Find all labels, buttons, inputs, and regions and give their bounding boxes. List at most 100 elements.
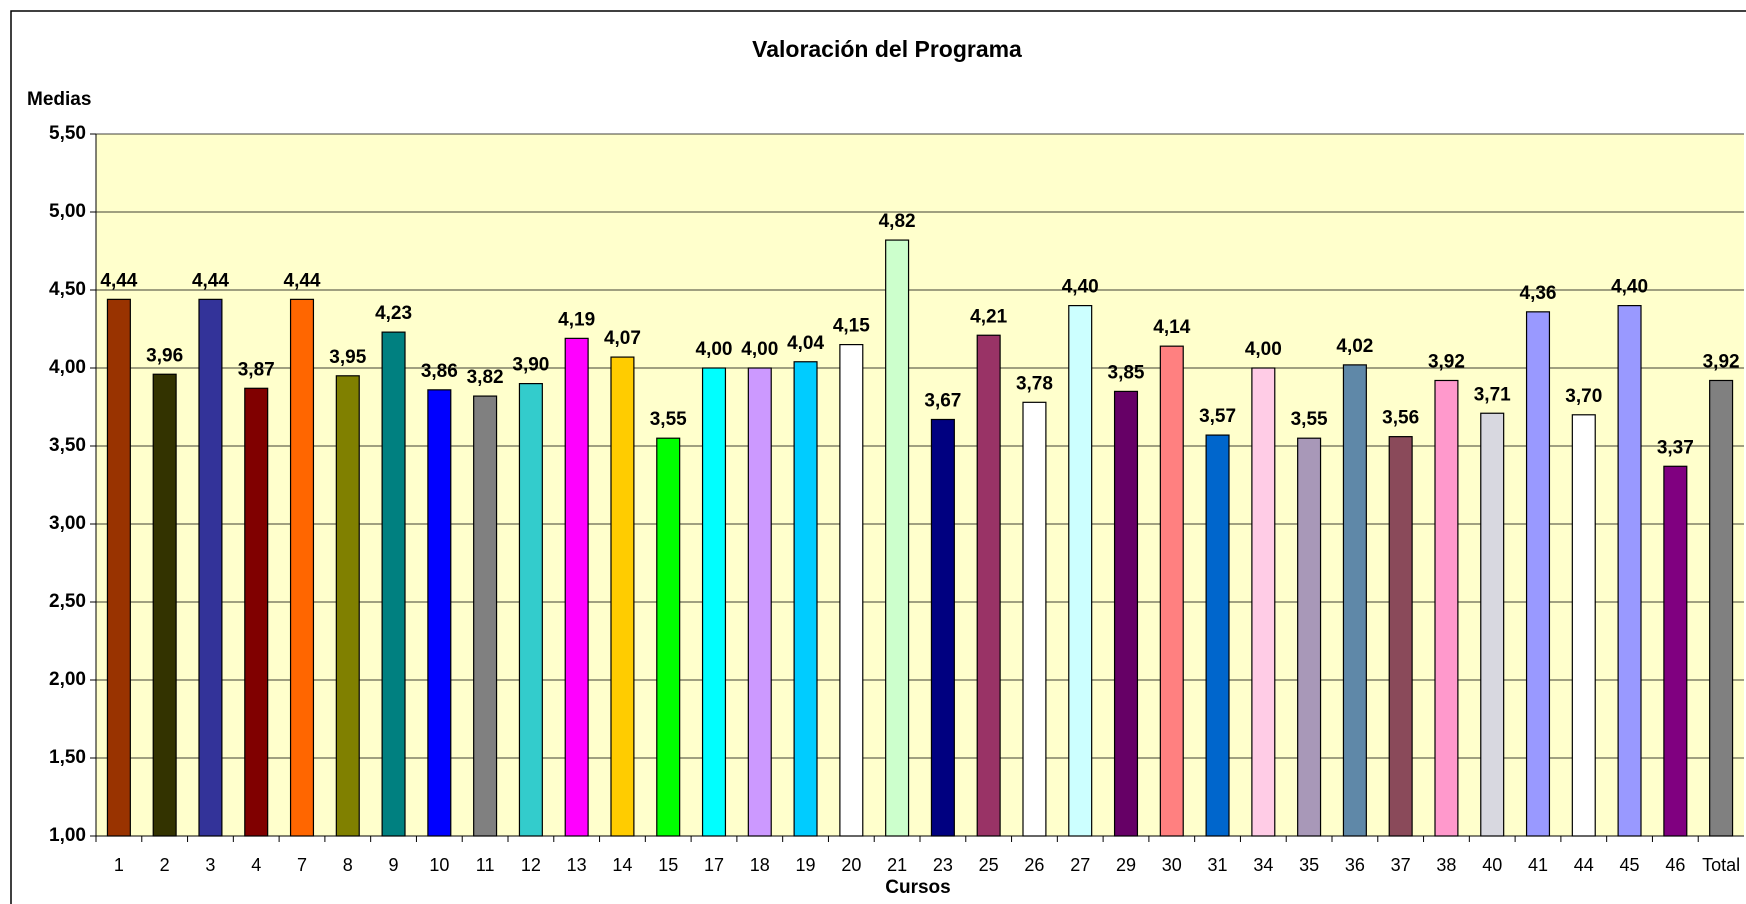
bar — [747, 367, 772, 837]
bar — [1434, 379, 1459, 837]
data-label: 4,04 — [787, 333, 824, 354]
y-tick-label: 4,50 — [49, 279, 86, 300]
x-tick-label: 35 — [1299, 855, 1319, 875]
bar — [1205, 434, 1230, 837]
plot-area — [96, 134, 1744, 836]
x-tick-label: 11 — [476, 855, 495, 875]
bar — [1159, 345, 1184, 837]
x-tick-label: 10 — [429, 855, 449, 875]
data-label: 4,00 — [741, 339, 778, 360]
data-label: 3,82 — [467, 367, 504, 388]
y-tick-label: 2,50 — [49, 591, 86, 612]
bar — [289, 298, 315, 837]
data-label: 3,57 — [1199, 406, 1236, 427]
x-tick-label: 23 — [933, 855, 953, 875]
bar — [1388, 436, 1413, 837]
y-axis-label: Medias — [27, 89, 91, 110]
bar — [106, 298, 131, 837]
bar — [1297, 437, 1322, 837]
bar — [152, 373, 177, 837]
x-tick-label: 34 — [1253, 855, 1273, 875]
x-tick-label: 31 — [1208, 855, 1228, 875]
bar — [793, 361, 818, 837]
x-tick-label: 4 — [251, 855, 261, 875]
bar — [839, 344, 864, 837]
data-label: 4,00 — [696, 339, 733, 360]
x-tick-label: 30 — [1162, 855, 1182, 875]
bar — [518, 383, 543, 837]
y-tick-label: 2,00 — [49, 669, 86, 690]
x-tick-label: 1 — [114, 855, 124, 875]
y-tick-label: 3,00 — [49, 513, 86, 534]
data-label: 3,92 — [1428, 351, 1465, 372]
data-label: 3,70 — [1565, 386, 1602, 407]
bar — [885, 239, 910, 837]
bar — [335, 375, 360, 837]
x-tick-label: 45 — [1620, 855, 1640, 875]
data-label: 3,96 — [146, 345, 183, 366]
x-tick-label: 27 — [1070, 855, 1090, 875]
x-tick-label: 14 — [612, 855, 632, 875]
bar — [1342, 364, 1367, 837]
chart-title: Valoración del Programa — [752, 36, 1022, 62]
x-tick-label: 3 — [205, 855, 215, 875]
data-label: 3,92 — [1703, 351, 1740, 372]
data-label: 4,40 — [1062, 277, 1099, 298]
data-label: 4,44 — [100, 270, 137, 291]
bar — [1709, 379, 1734, 837]
data-label: 4,40 — [1611, 277, 1648, 298]
bar — [930, 418, 955, 837]
bar — [656, 437, 681, 837]
bar — [473, 395, 498, 837]
data-label: 4,44 — [284, 270, 321, 291]
data-label: 4,15 — [833, 316, 870, 337]
bar — [1251, 367, 1276, 837]
data-label: 4,36 — [1520, 283, 1557, 304]
data-label: 3,90 — [512, 355, 549, 376]
data-label: 3,95 — [329, 347, 366, 368]
x-tick-label: 29 — [1116, 855, 1136, 875]
data-label: 4,44 — [192, 270, 229, 291]
data-label: 3,56 — [1382, 408, 1419, 429]
y-tick-label: 5,50 — [49, 123, 86, 144]
x-tick-label: 13 — [567, 855, 587, 875]
x-tick-label: 8 — [343, 855, 353, 875]
data-label: 3,37 — [1657, 437, 1694, 458]
data-label: 4,00 — [1245, 339, 1282, 360]
bar — [1022, 401, 1047, 837]
data-label: 3,87 — [238, 359, 275, 380]
y-tick-label: 5,00 — [49, 201, 86, 222]
bar — [610, 356, 635, 837]
data-label: 3,67 — [924, 390, 961, 411]
x-tick-label: 41 — [1528, 855, 1548, 875]
x-tick-label: 36 — [1345, 855, 1365, 875]
x-tick-label: 38 — [1436, 855, 1456, 875]
data-label: 4,02 — [1336, 336, 1373, 357]
bar — [1571, 414, 1596, 837]
data-label: 4,07 — [604, 328, 641, 349]
data-label: 3,78 — [1016, 373, 1053, 394]
bar — [1480, 412, 1505, 837]
data-label: 4,21 — [970, 306, 1007, 327]
x-tick-label: 25 — [979, 855, 999, 875]
x-tick-label: 12 — [521, 855, 541, 875]
y-tick-label: 1,50 — [49, 747, 86, 768]
x-tick-label: 7 — [297, 855, 307, 875]
data-label: 4,14 — [1153, 317, 1190, 338]
x-axis-label: Cursos — [885, 877, 950, 898]
x-tick-label: 46 — [1665, 855, 1685, 875]
data-label: 4,23 — [375, 303, 412, 324]
bar — [976, 334, 1001, 837]
bar — [1525, 311, 1551, 837]
x-tick-label: 26 — [1024, 855, 1044, 875]
y-tick-label: 4,00 — [49, 357, 86, 378]
x-tick-label: 17 — [704, 855, 724, 875]
bar — [1113, 390, 1139, 837]
x-tick-label: 19 — [796, 855, 816, 875]
x-tick-label: 9 — [389, 855, 399, 875]
bar — [427, 389, 452, 837]
data-label: 3,55 — [1291, 409, 1328, 430]
bar — [1663, 465, 1688, 837]
bar — [701, 367, 727, 837]
